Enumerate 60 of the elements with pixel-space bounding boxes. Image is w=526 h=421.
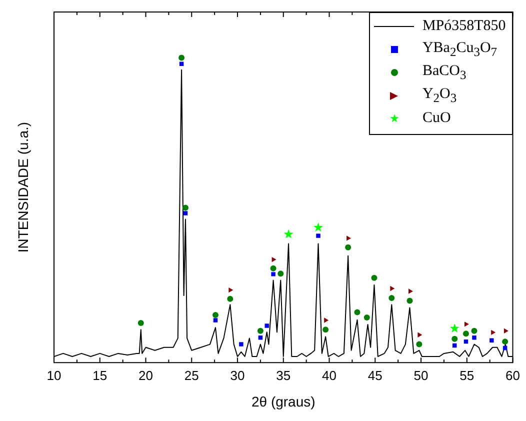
- point: [504, 328, 508, 334]
- x-tick-label: 40: [322, 368, 336, 383]
- point: [388, 294, 395, 301]
- point: [390, 286, 395, 292]
- legend-label: BaCO$_{3}$: [422, 62, 466, 82]
- x-tick-label: 15: [92, 368, 108, 383]
- point: [182, 204, 188, 211]
- point: [450, 323, 460, 332]
- point: [271, 272, 276, 276]
- point: [416, 341, 422, 348]
- legend-label: Y$_{2}$O$_{3}$: [422, 86, 457, 106]
- legend-label: YBa$_{2}$Cu$_{3}$O$_{7}$: [422, 40, 498, 60]
- point: [316, 234, 320, 238]
- point: [272, 256, 276, 262]
- point: [471, 328, 478, 334]
- x-tick-label: 25: [184, 368, 199, 383]
- point: [371, 274, 378, 281]
- x-tick-label: 55: [460, 368, 474, 383]
- x-tick-label: 10: [46, 368, 62, 383]
- point: [270, 265, 276, 272]
- x-tick-label: 30: [230, 368, 245, 383]
- x-axis-title: 2θ (graus): [251, 393, 316, 410]
- point: [239, 342, 244, 346]
- point: [179, 62, 184, 66]
- point: [178, 54, 185, 61]
- point: [228, 287, 234, 293]
- point: [278, 270, 284, 277]
- point: [138, 320, 144, 326]
- point: [408, 288, 414, 294]
- point: [491, 330, 496, 336]
- point: [462, 330, 469, 337]
- x-tick-label: 50: [414, 368, 428, 383]
- point: [345, 244, 352, 250]
- point: [354, 309, 360, 316]
- point: [490, 338, 494, 342]
- point: [227, 296, 234, 302]
- point: [284, 229, 294, 238]
- point: [406, 298, 413, 304]
- point: [364, 314, 370, 320]
- x-tick-label: 60: [506, 368, 520, 383]
- point: [213, 318, 218, 322]
- legend-label: MPó358T850: [422, 18, 506, 35]
- point: [257, 328, 264, 334]
- point: [264, 324, 269, 328]
- point: [212, 312, 218, 318]
- point: [313, 222, 324, 232]
- x-tick-label: 45: [368, 368, 382, 383]
- point: [324, 318, 329, 323]
- legend-label: CuO: [422, 110, 451, 127]
- y-axis-title: INTENSIDADE (u.a.): [14, 122, 31, 253]
- point: [452, 336, 458, 342]
- x-tick-label: 20: [138, 368, 153, 383]
- point: [464, 322, 469, 327]
- point: [183, 211, 188, 216]
- point: [322, 326, 329, 333]
- point: [346, 236, 352, 241]
- point: [418, 332, 422, 338]
- point: [502, 338, 508, 345]
- x-tick-label: 35: [276, 368, 291, 383]
- point: [472, 335, 476, 340]
